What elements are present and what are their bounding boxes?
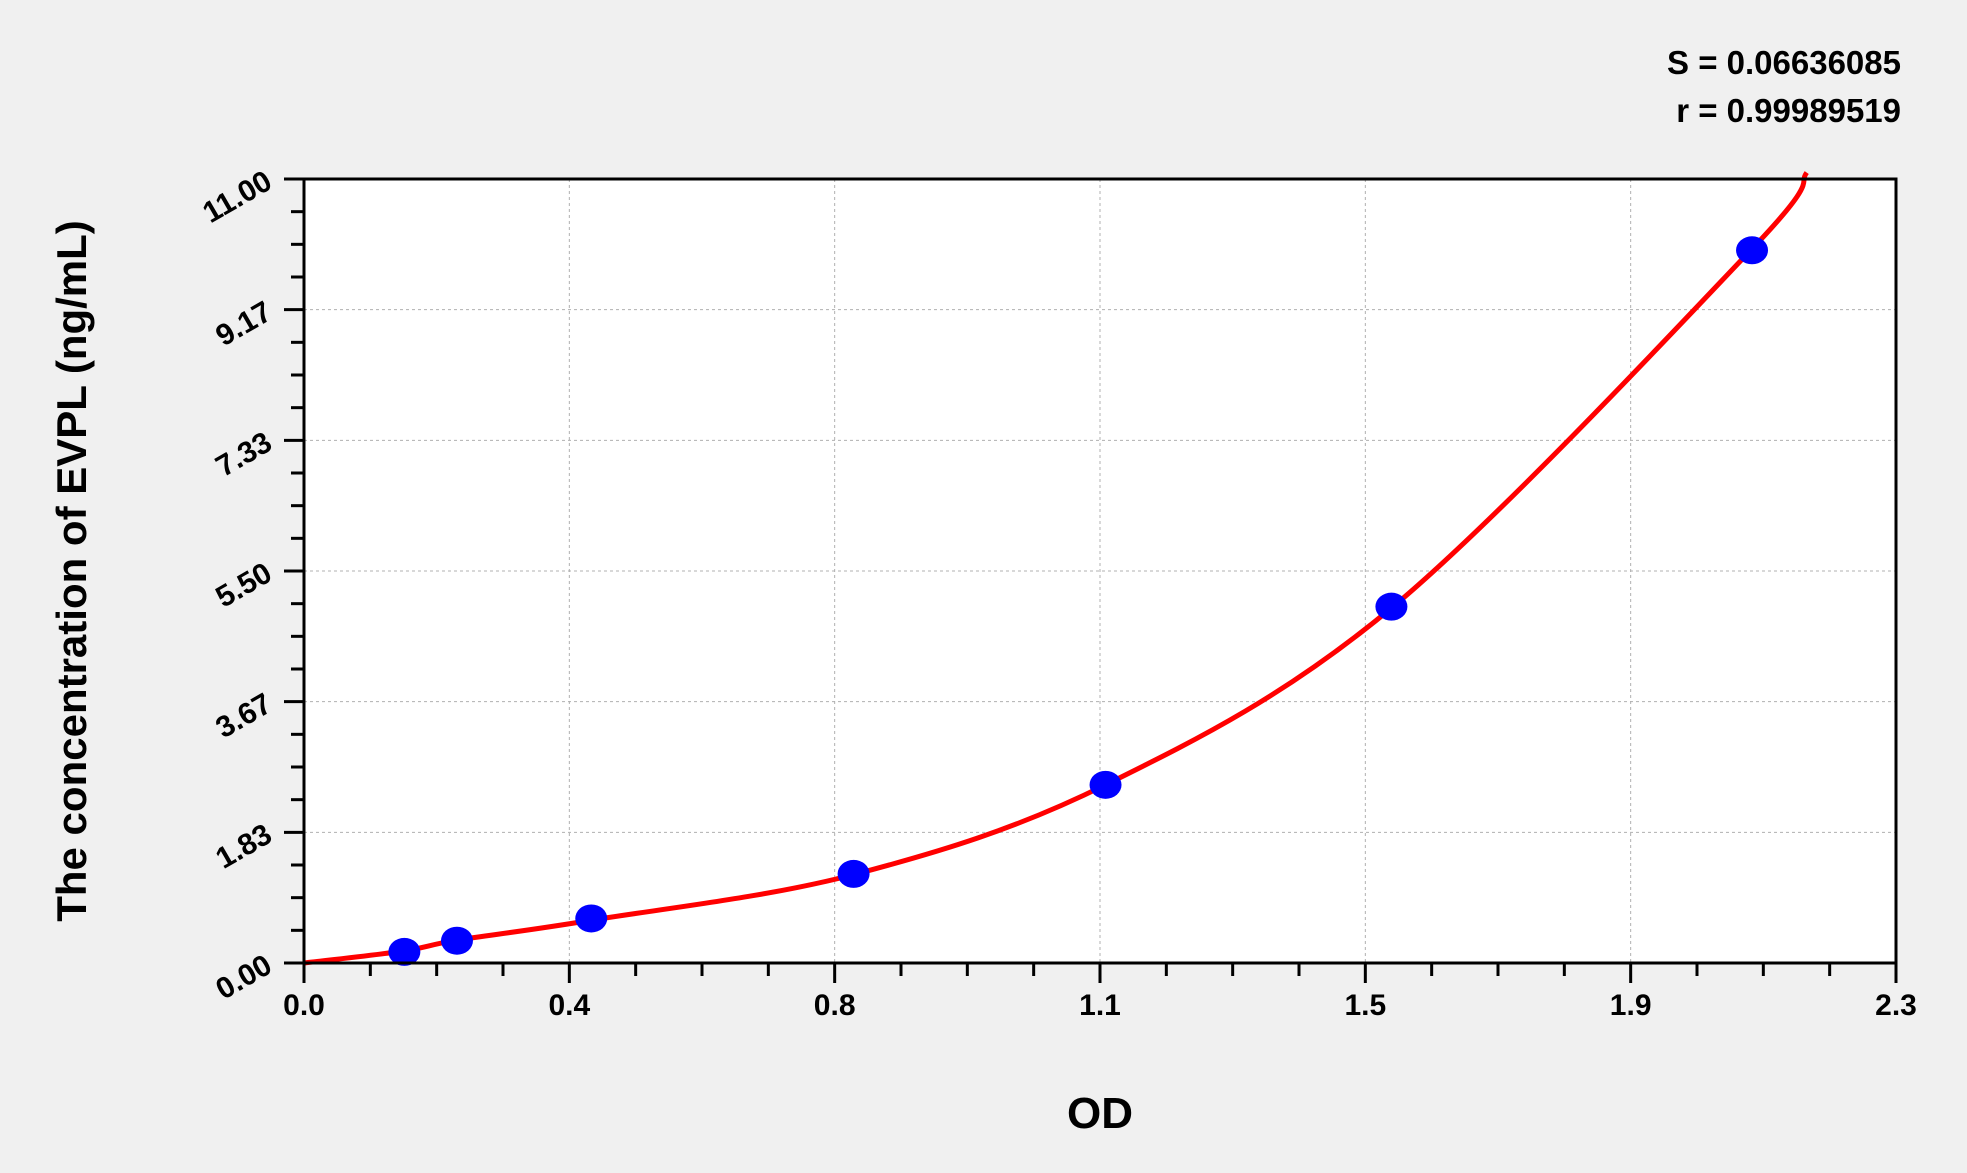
data-point [1089, 770, 1122, 799]
y-tick-label: 1.83 [210, 818, 277, 876]
x-tick-label: 1.5 [1344, 989, 1386, 1022]
data-point [1375, 592, 1408, 621]
data-point [440, 926, 473, 955]
y-tick-label: 3.67 [210, 687, 277, 745]
data-point [837, 859, 870, 888]
data-point [575, 904, 608, 933]
data-point [388, 937, 421, 966]
x-tick-label: 2.3 [1875, 989, 1917, 1022]
x-tick-label: 1.9 [1610, 989, 1652, 1022]
x-axis-label: OD [1067, 1089, 1133, 1138]
y-tick-label: 11.00 [197, 164, 277, 229]
y-tick-label: 5.50 [210, 556, 277, 614]
x-tick-label: 1.1 [1079, 989, 1121, 1022]
y-axis-label: The concentration of EVPL (ng/mL) [48, 220, 95, 922]
y-tick-label: 0.00 [210, 948, 277, 1006]
y-tick-label: 7.33 [210, 426, 277, 484]
x-tick-label: 0.8 [814, 989, 856, 1022]
x-tick-label: 0.0 [283, 989, 325, 1022]
s-statistic: S = 0.06636085 [1667, 44, 1901, 81]
x-tick-label: 0.4 [548, 989, 590, 1022]
data-point [1736, 236, 1769, 265]
r-statistic: r = 0.99989519 [1676, 92, 1901, 129]
y-tick-label: 9.17 [210, 295, 277, 353]
